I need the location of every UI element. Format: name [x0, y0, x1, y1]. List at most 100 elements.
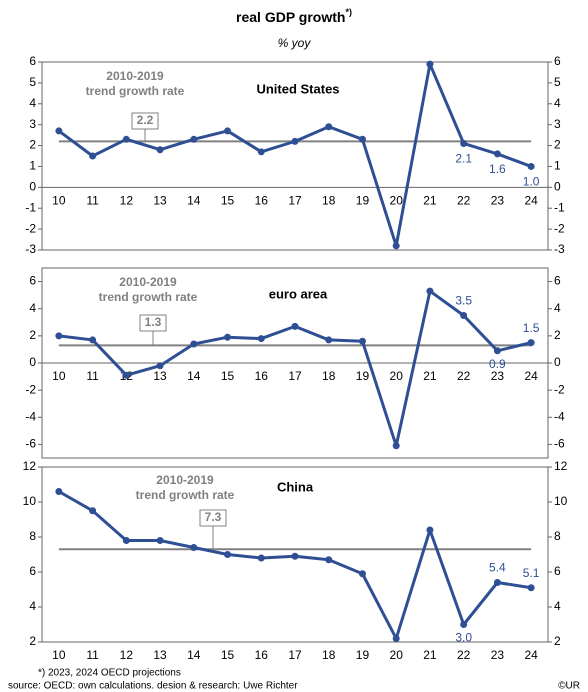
x-tick-label: 19	[356, 369, 370, 383]
y-tick-label: 12	[23, 459, 37, 473]
value-label: 5.1	[523, 566, 540, 580]
x-tick-label: 15	[221, 369, 235, 383]
x-tick-label: 12	[120, 194, 134, 208]
data-point	[392, 242, 400, 250]
data-point	[224, 127, 232, 135]
data-point	[460, 312, 468, 319]
y-tick-label: 10	[23, 494, 37, 508]
data-point	[156, 362, 164, 370]
y-tick-label: 1	[29, 159, 36, 173]
y2-tick-label: 2	[554, 634, 561, 648]
data-point	[358, 570, 366, 578]
x-tick-label: 14	[187, 194, 201, 208]
value-label: 3.0	[455, 631, 472, 645]
data-point	[426, 60, 434, 68]
value-label: 1.5	[523, 321, 540, 335]
x-tick-label: 18	[322, 194, 336, 208]
y2-tick-label: 5	[554, 75, 561, 89]
y2-tick-label: 3	[554, 117, 561, 131]
x-tick-label: 11	[86, 648, 99, 662]
trend-box	[199, 509, 227, 527]
panel-title: China	[277, 479, 314, 494]
data-point	[257, 148, 265, 156]
data-point	[291, 322, 299, 330]
credit: ©UR	[558, 681, 580, 692]
x-tick-label: 12	[120, 648, 134, 662]
title-note: *)	[345, 7, 352, 17]
data-point	[460, 139, 468, 147]
x-tick-label: 22	[457, 648, 471, 662]
value-label: 2.1	[455, 152, 472, 166]
y-tick-label: 0	[29, 355, 36, 369]
y-tick-label: -2	[25, 382, 36, 396]
x-tick-label: 17	[288, 648, 302, 662]
x-tick-label: 11	[86, 369, 99, 383]
y2-tick-label: 2	[554, 328, 561, 342]
plot-frame	[41, 61, 549, 251]
y2-tick-label: 0	[554, 355, 561, 369]
x-tick-label: 14	[187, 648, 201, 662]
y2-tick-label: 12	[554, 459, 568, 473]
chart-subtitle: % yoy	[278, 36, 312, 50]
data-point	[527, 162, 535, 170]
x-tick-label: 23	[491, 369, 505, 383]
x-tick-label: 18	[322, 369, 336, 383]
data-point	[392, 635, 400, 642]
data-point	[426, 526, 434, 534]
data-point	[55, 332, 63, 340]
x-tick-label: 10	[52, 648, 66, 662]
y2-tick-label: -1	[554, 200, 565, 214]
x-tick-label: 10	[52, 194, 66, 208]
data-point	[156, 146, 164, 154]
data-point	[224, 551, 232, 558]
x-tick-label: 10	[52, 369, 66, 383]
data-point	[358, 337, 366, 345]
data-point	[358, 135, 366, 143]
y2-tick-label: 1	[554, 159, 561, 173]
trend-label: trend growth rate	[136, 488, 235, 502]
data-point	[190, 544, 198, 551]
footnote: *) 2023, 2024 OECD projections	[38, 668, 181, 679]
data-point	[493, 579, 501, 586]
y-tick-label: 8	[29, 529, 36, 543]
data-point	[122, 371, 130, 379]
data-point	[156, 537, 164, 544]
data-point	[325, 556, 333, 564]
x-tick-label: 16	[255, 194, 269, 208]
plot-frame	[41, 466, 549, 643]
y-tick-label: 4	[29, 301, 36, 315]
panel-title: United States	[256, 81, 339, 96]
y2-tick-label: -2	[554, 221, 565, 235]
data-point	[291, 137, 299, 145]
y2-tick-label: 2	[554, 138, 561, 152]
y2-tick-label: -2	[554, 382, 565, 396]
data-point	[190, 340, 198, 348]
x-tick-label: 11	[86, 194, 99, 208]
y2-tick-label: 4	[554, 301, 561, 315]
data-point	[257, 554, 265, 562]
data-point	[426, 287, 434, 295]
y-tick-label: -4	[25, 409, 36, 423]
x-tick-label: 13	[153, 369, 167, 383]
x-tick-label: 15	[221, 194, 235, 208]
data-point	[224, 333, 232, 341]
data-point	[190, 135, 198, 143]
data-point	[325, 123, 333, 131]
y-tick-label: 6	[29, 54, 36, 68]
data-point	[122, 537, 130, 544]
value-label: 1.0	[523, 175, 540, 189]
trend-label: 2010-2019	[106, 69, 164, 83]
x-tick-label: 22	[457, 194, 471, 208]
x-tick-label: 17	[288, 369, 302, 383]
y2-tick-label: 8	[554, 529, 561, 543]
y2-tick-label: -3	[554, 242, 565, 256]
trend-label: 2010-2019	[156, 473, 214, 487]
y-tick-label: 2	[29, 328, 36, 342]
source: source: OECD: own calculations. desion &…	[8, 681, 298, 692]
data-point	[460, 621, 468, 628]
x-tick-label: 17	[288, 194, 302, 208]
y-tick-label: -3	[25, 242, 36, 256]
data-point	[89, 152, 97, 160]
y-tick-label: -2	[25, 221, 36, 235]
chart-title: real GDP growth*)	[236, 7, 352, 24]
